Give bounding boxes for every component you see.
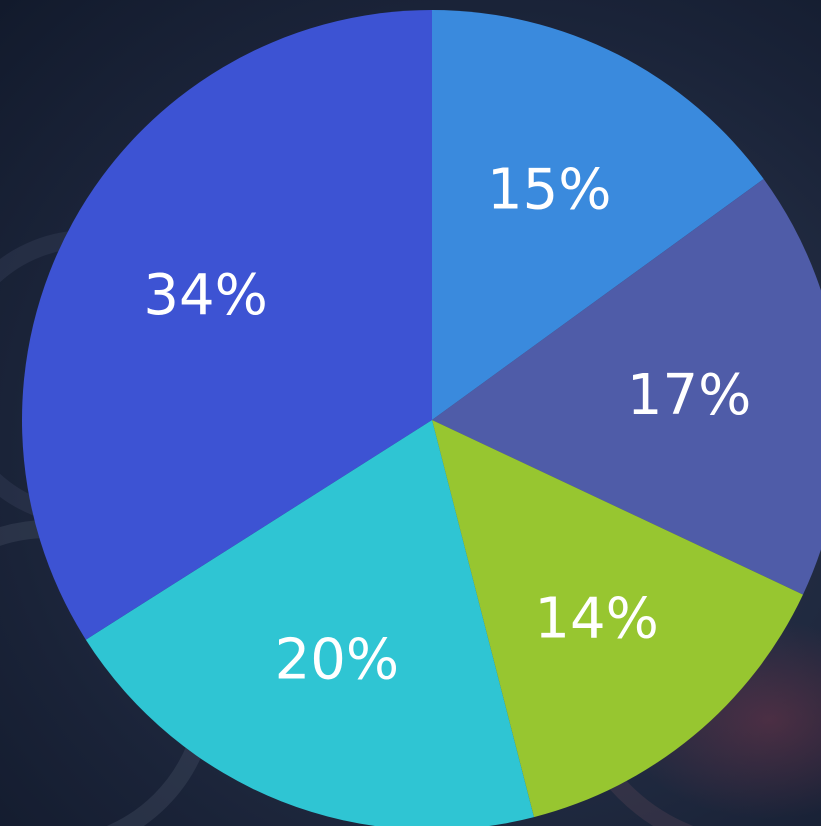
pie-slice-label: 15% [487,157,611,222]
pie-slice [432,179,821,595]
pie-slices [21,9,821,826]
pie-slice [432,420,803,818]
pie-slice-label: 34% [143,263,267,328]
pie-slice-label: 17% [627,363,751,428]
pie-slice-label: 20% [275,628,399,693]
pie-slice [432,10,764,420]
pie-slice [21,9,432,640]
pie-slice [85,420,534,826]
pie-labels: 15% 17% 14% 20% 34% [143,157,751,692]
pie-slice-label: 14% [534,587,658,652]
